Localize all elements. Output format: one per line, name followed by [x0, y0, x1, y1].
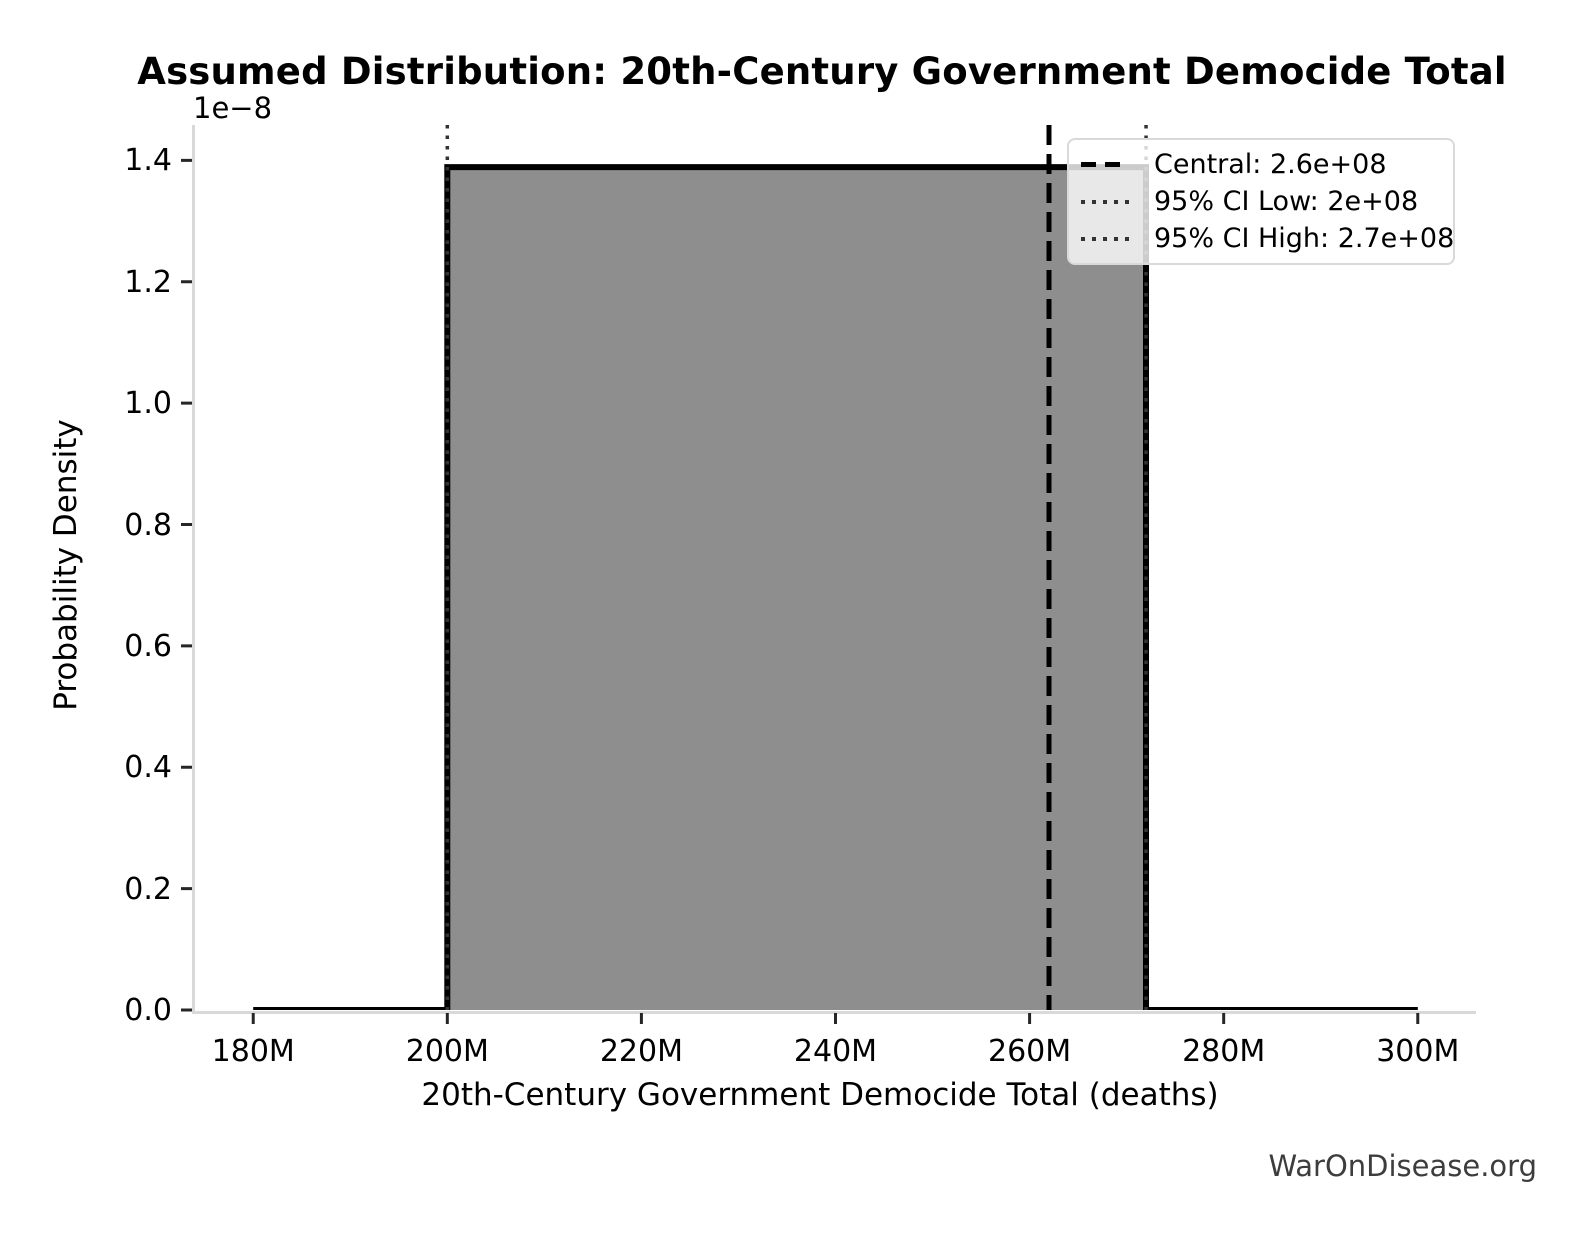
chart-title: Assumed Distribution: 20th-Century Gover…	[137, 50, 1507, 93]
density-fill	[253, 167, 1418, 1010]
y-axis-offset-label: 1e−8	[193, 91, 273, 125]
y-tick-label: 0.2	[124, 871, 172, 907]
x-axis-label: 20th-Century Government Democide Total (…	[421, 1077, 1219, 1113]
y-tick-label: 1.2	[124, 264, 172, 300]
x-tick-label: 200M	[405, 1034, 489, 1069]
y-tick-label: 0.6	[124, 628, 172, 664]
legend-item-label: 95% CI Low: 2e+08	[1154, 186, 1419, 217]
watermark-text: WarOnDisease.org	[1268, 1149, 1537, 1183]
x-tick-label: 220M	[599, 1034, 683, 1069]
dashed-line-sample-icon	[1081, 162, 1129, 167]
legend-item: Central: 2.6e+08	[1081, 146, 1441, 183]
y-tick-label: 0.4	[124, 750, 172, 786]
y-axis-label: Probability Density	[48, 419, 84, 711]
legend-item: 95% CI High: 2.7e+08	[1081, 220, 1454, 257]
legend: Central: 2.6e+08 95% CI Low: 2e+08 95% CI …	[1067, 138, 1455, 265]
pdf-outline	[253, 164, 1418, 1010]
x-tick-label: 280M	[1182, 1034, 1266, 1069]
x-tick-label: 260M	[988, 1034, 1072, 1069]
y-tick-label: 1.0	[124, 386, 172, 422]
dotted-line-sample-icon	[1081, 236, 1129, 241]
y-tick-label: 0.8	[124, 507, 172, 543]
x-tick-label: 180M	[211, 1034, 295, 1069]
dotted-line-sample-icon	[1081, 199, 1129, 204]
y-tick-label: 1.4	[124, 143, 172, 179]
legend-item-label: 95% CI High: 2.7e+08	[1154, 223, 1455, 254]
legend-item: 95% CI Low: 2e+08	[1081, 183, 1441, 220]
y-tick-label: 0.0	[124, 993, 172, 1028]
x-tick-label: 300M	[1376, 1034, 1460, 1069]
x-tick-label: 240M	[793, 1034, 878, 1069]
legend-item-label: Central: 2.6e+08	[1154, 149, 1387, 180]
